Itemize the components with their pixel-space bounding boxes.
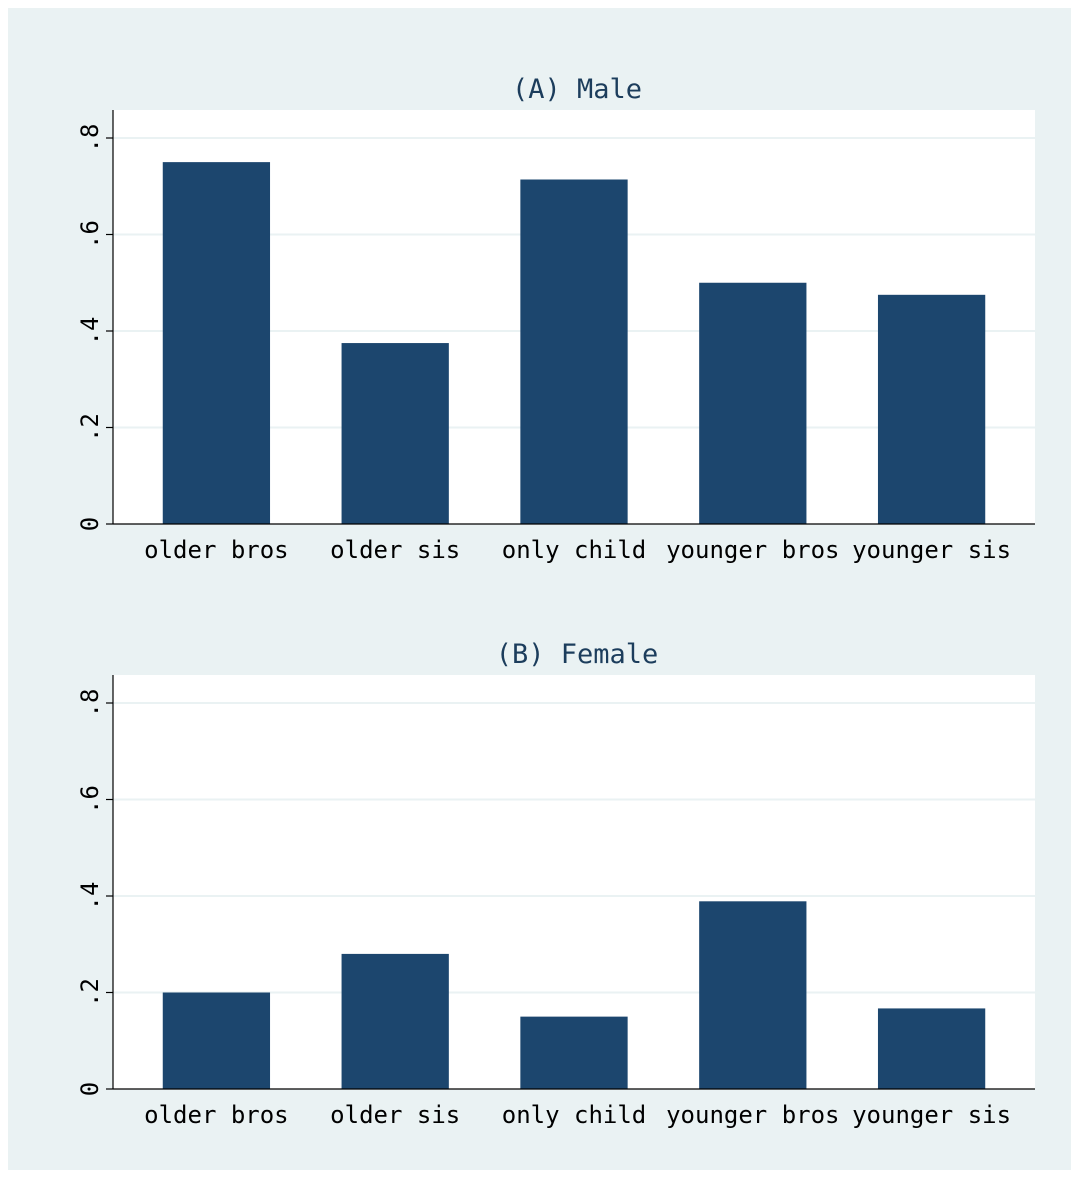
x-tick-label: younger bros <box>666 1101 839 1129</box>
bar-younger-sis <box>877 294 986 524</box>
x-tick-label: older bros <box>144 536 289 564</box>
bar-younger-bros <box>699 901 807 1089</box>
bar-only-child <box>520 179 628 524</box>
bar-younger-bros <box>699 282 807 524</box>
y-tick-label: .2 <box>76 978 104 1007</box>
y-tick-label: .8 <box>76 124 104 153</box>
x-tick-label: older sis <box>330 1101 460 1129</box>
y-tick-label: .2 <box>76 413 104 442</box>
y-tick-label: .4 <box>76 317 104 346</box>
y-tick-label: .6 <box>76 785 104 814</box>
x-tick-label: older bros <box>144 1101 289 1129</box>
bar-older-bros <box>162 992 271 1089</box>
x-tick-label: only child <box>502 536 647 564</box>
y-tick-label: 0 <box>76 517 104 531</box>
x-tick-label: younger sis <box>852 536 1011 564</box>
x-tick-label: younger sis <box>852 1101 1011 1129</box>
bar-younger-sis <box>877 1008 986 1089</box>
x-tick-label: only child <box>502 1101 647 1129</box>
panel-female: 0 .2 .4 .6 .8 older bros older sis only child yo… <box>76 639 1035 1129</box>
x-tick-label: older sis <box>330 536 460 564</box>
y-tick-label: .8 <box>76 689 104 718</box>
panel-title: (B) Female <box>496 639 659 670</box>
x-tick-label: younger bros <box>666 536 839 564</box>
panel-title: (A) Male <box>512 74 642 105</box>
y-tick-label: 0 <box>76 1082 104 1096</box>
bar-older-sis <box>341 953 449 1089</box>
y-tick-label: .4 <box>76 882 104 911</box>
bar-older-sis <box>341 343 449 524</box>
bar-older-bros <box>162 162 271 524</box>
y-tick-label: .6 <box>76 220 104 249</box>
panel-male: 0 .2 .4 .6 .8 older bros older sis only child yo… <box>76 74 1035 564</box>
bar-only-child <box>520 1016 628 1089</box>
